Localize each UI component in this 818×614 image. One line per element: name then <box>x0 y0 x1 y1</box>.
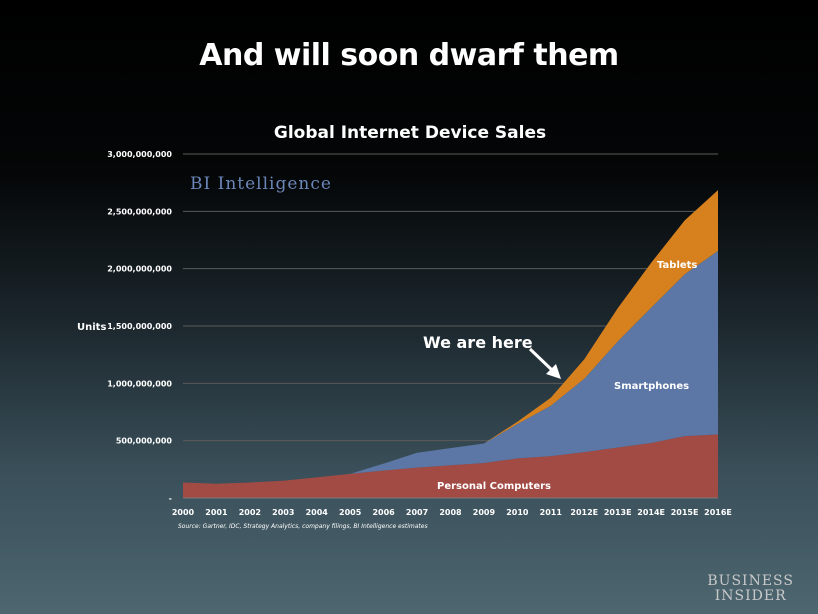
x-tick-label: 2011 <box>540 508 563 517</box>
x-tick-label: 2004 <box>306 508 329 517</box>
x-tick-label: 2015E <box>671 508 699 517</box>
x-tick-label: 2000 <box>172 508 195 517</box>
source-note: Source: Gartner, IDC, Strategy Analytics… <box>178 523 428 530</box>
annotation-text: We are here <box>423 333 533 352</box>
area-tablets <box>183 190 718 484</box>
area-smartphones <box>183 250 718 484</box>
business-insider-logo: BUSINESS INSIDER <box>707 574 794 604</box>
bi-intelligence-watermark: BI Intelligence <box>190 174 332 194</box>
series-label-tablets: Tablets <box>657 260 697 271</box>
y-axis: - 500,000,000 1,000,000,000 1,500,000,000 2,… <box>107 150 172 503</box>
x-tick-label: 2010 <box>506 508 529 517</box>
x-tick-label: 2013E <box>604 508 632 517</box>
area-personal-computers <box>183 434 718 498</box>
y-tick-label: - <box>169 494 172 503</box>
series-labels: Tablets Smartphones Personal Computers <box>437 260 697 492</box>
x-tick-label: 2005 <box>339 508 362 517</box>
annotation-arrow-head <box>546 364 561 379</box>
series-label-personal-computers: Personal Computers <box>437 481 551 492</box>
x-tick-label: 2008 <box>439 508 462 517</box>
y-tick-label: 2,500,000,000 <box>107 207 172 216</box>
x-tick-label: 2003 <box>272 508 294 517</box>
series-label-smartphones: Smartphones <box>614 381 689 392</box>
slide-title: And will soon dwarf them <box>199 38 619 73</box>
x-tick-label: 2006 <box>372 508 395 517</box>
x-tick-label: 2016E <box>704 508 732 517</box>
area-series <box>183 190 718 498</box>
x-tick-label: 2012E <box>570 508 598 517</box>
y-axis-label: Units <box>77 322 106 333</box>
chart-title: Global Internet Device Sales <box>274 123 546 143</box>
x-tick-label: 2009 <box>473 508 496 517</box>
y-tick-label: 500,000,000 <box>116 437 173 446</box>
y-tick-label: 2,000,000,000 <box>107 265 172 274</box>
x-tick-label: 2014E <box>637 508 665 517</box>
x-tick-label: 2007 <box>406 508 428 517</box>
x-axis: 2000 2001 2002 2003 2004 2005 2006 2007 2008 2009… <box>172 497 732 517</box>
logo-line-1: BUSINESS <box>707 573 794 589</box>
we-are-here-annotation: We are here <box>423 333 561 379</box>
x-tick-label: 2001 <box>205 508 228 517</box>
gridlines <box>183 153 718 442</box>
logo-line-2: INSIDER <box>714 588 787 604</box>
y-tick-label: 1,500,000,000 <box>107 322 172 331</box>
y-tick-label: 3,000,000,000 <box>107 150 172 159</box>
y-tick-label: 1,000,000,000 <box>107 379 172 388</box>
annotation-arrow-shaft <box>528 347 555 373</box>
x-tick-label: 2002 <box>239 508 261 517</box>
